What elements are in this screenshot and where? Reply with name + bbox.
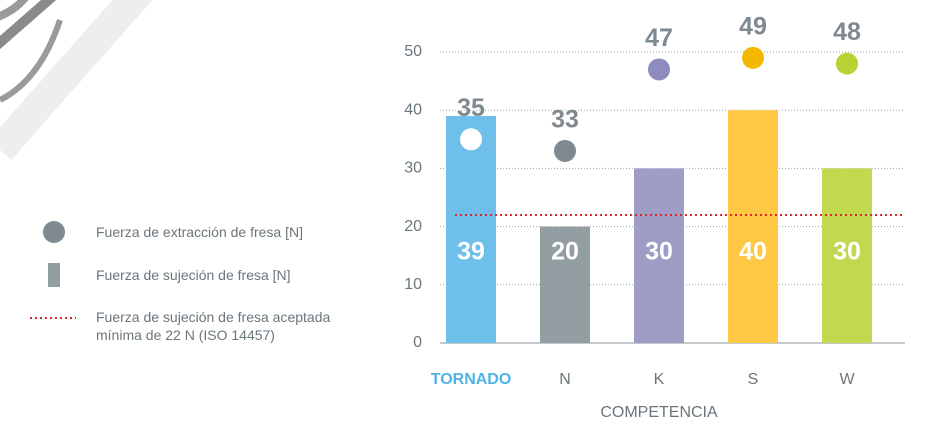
bar-value-label: 30 bbox=[833, 238, 861, 266]
y-tick-label: 50 bbox=[404, 43, 422, 60]
bar bbox=[446, 116, 496, 344]
legend-symbol bbox=[43, 221, 65, 243]
dot bbox=[648, 58, 670, 81]
dot-value-label: 47 bbox=[645, 24, 673, 52]
dot-value-label: 49 bbox=[739, 12, 767, 40]
dot bbox=[460, 128, 482, 151]
bar bbox=[540, 226, 590, 343]
x-tick-label: TORNADO bbox=[431, 371, 512, 388]
dot-value-label: 35 bbox=[457, 94, 485, 122]
x-tick-label: N bbox=[559, 371, 571, 388]
x-tick-label: S bbox=[748, 371, 759, 388]
legend-label: Fuerza de extracción de fresa [N] bbox=[96, 224, 303, 240]
y-tick-label: 40 bbox=[404, 101, 422, 118]
dot bbox=[554, 139, 576, 162]
bar bbox=[822, 168, 872, 343]
dot-value-label: 33 bbox=[551, 106, 579, 134]
legend-label: Fuerza de sujeción de fresa aceptada mín… bbox=[96, 309, 331, 343]
decoration bbox=[0, 0, 153, 160]
y-tick-label: 0 bbox=[413, 334, 422, 351]
legend-symbol bbox=[48, 263, 60, 287]
dot bbox=[742, 46, 764, 69]
y-tick-label: 30 bbox=[404, 160, 422, 177]
x-tick-label: W bbox=[839, 371, 855, 388]
legend-label: Fuerza de sujeción de fresa [N] bbox=[96, 267, 291, 283]
y-tick-label: 10 bbox=[404, 276, 422, 293]
dot-value-label: 48 bbox=[833, 18, 861, 46]
bar-value-label: 39 bbox=[457, 238, 485, 266]
y-tick-label: 20 bbox=[404, 218, 422, 235]
x-tick-label: K bbox=[654, 371, 665, 388]
dot bbox=[836, 52, 858, 75]
bar bbox=[634, 168, 684, 343]
x-axis-title: COMPETENCIA bbox=[600, 404, 718, 421]
bar-value-label: 20 bbox=[551, 238, 579, 266]
bar bbox=[728, 110, 778, 343]
bar-value-label: 40 bbox=[739, 238, 767, 266]
bar-value-label: 30 bbox=[645, 238, 673, 266]
